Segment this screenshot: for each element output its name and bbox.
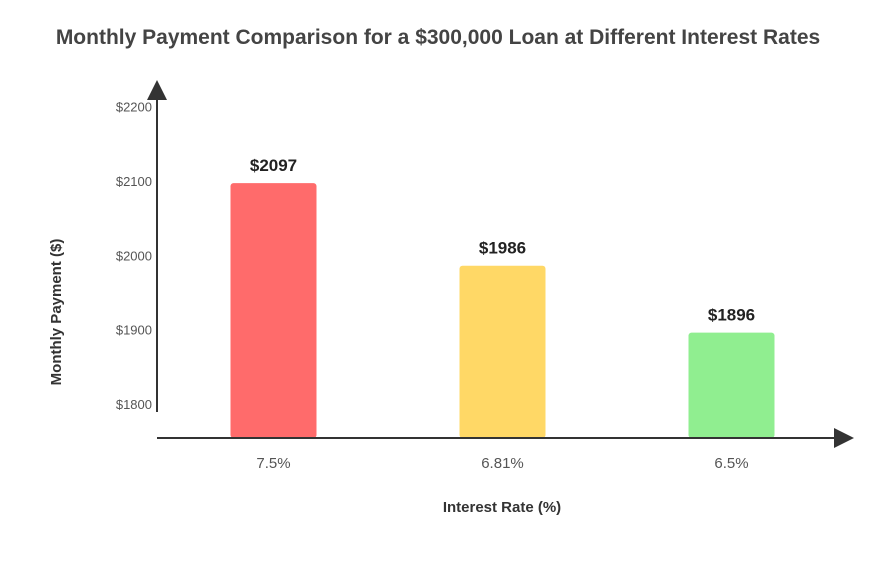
y-tick-label-0: $1800 [116,397,152,412]
x-ticks-layer: 7.5% 6.81% 6.5% [256,455,748,472]
y-ticks-layer: $1800 $1900 $2000 $2100 $2200 [116,100,152,412]
y-tick-label-2: $2000 [116,248,152,263]
y-tick-label-1: $1900 [116,323,152,338]
data-label-1: $1986 [479,239,526,258]
bar-0 [230,183,317,438]
y-axis-label: Monthly Payment ($) [48,239,65,386]
y-tick-label-4: $2200 [116,100,152,115]
bar-2 [688,332,775,438]
x-tick-label-2: 6.5% [714,455,748,472]
x-tick-label-1: 6.81% [481,455,524,472]
chart-title: Monthly Payment Comparison for a $300,00… [55,26,821,49]
x-tick-label-0: 7.5% [256,455,290,472]
bar-1 [459,265,546,438]
data-label-2: $1896 [708,306,755,325]
data-label-0: $2097 [250,156,297,175]
bars-layer [230,183,775,438]
data-labels-layer: $2097 $1986 $1896 [250,156,755,324]
x-axis-label: Interest Rate (%) [443,499,561,516]
y-tick-label-3: $2100 [116,174,152,189]
